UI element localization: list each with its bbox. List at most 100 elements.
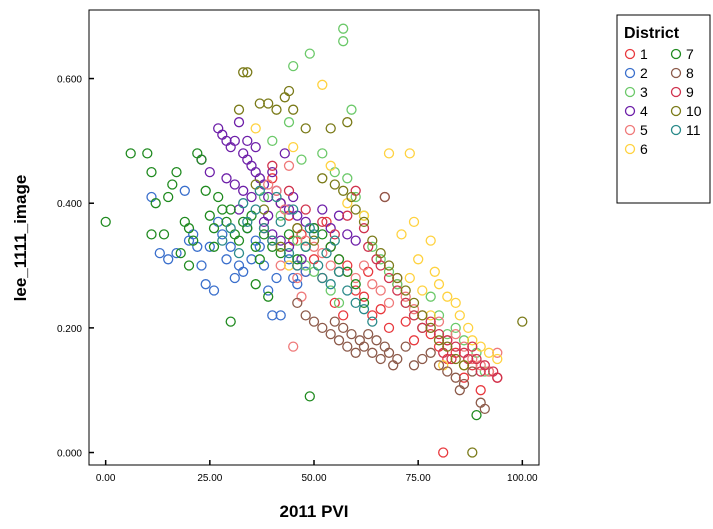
data-point: [317, 148, 328, 159]
data-point: [279, 148, 290, 159]
data-point: [325, 260, 336, 271]
data-point: [338, 185, 349, 196]
data-point: [442, 291, 453, 302]
data-point: [204, 166, 215, 178]
y-tick-label: 0.400: [57, 199, 82, 210]
data-point: [438, 447, 449, 458]
data-point: [267, 166, 278, 178]
data-point: [317, 322, 328, 334]
data-point: [433, 279, 445, 290]
data-point: [417, 310, 428, 321]
data-point: [233, 104, 245, 115]
x-tick-label: 0.00: [96, 473, 116, 484]
data-point: [146, 229, 157, 240]
data-point: [313, 260, 324, 271]
data-point: [442, 335, 453, 346]
data-point: [342, 260, 353, 271]
data-point: [233, 235, 245, 246]
data-point: [317, 272, 328, 284]
data-point: [250, 279, 261, 290]
legend-marker: [624, 124, 636, 136]
data-point: [358, 291, 370, 302]
data-point: [292, 297, 303, 309]
data-point: [375, 285, 386, 296]
data-point: [408, 310, 420, 321]
data-point: [442, 366, 453, 377]
data-point: [296, 154, 307, 165]
legend-label: 11: [686, 122, 701, 138]
data-point: [371, 335, 382, 346]
data-point: [325, 123, 336, 134]
data-point: [417, 285, 428, 296]
data-point: [238, 185, 249, 196]
data-point: [479, 360, 490, 371]
data-point: [383, 347, 395, 358]
data-point: [238, 67, 249, 78]
data-point: [304, 391, 315, 402]
data-point: [425, 347, 436, 358]
data-point: [250, 141, 261, 153]
data-point: [288, 204, 299, 215]
data-point: [375, 353, 386, 365]
data-point: [167, 179, 178, 190]
data-point: [358, 304, 370, 315]
data-point: [242, 67, 253, 78]
data-point: [346, 191, 357, 203]
data-point: [450, 353, 461, 365]
data-point: [213, 191, 224, 203]
data-point: [471, 409, 482, 421]
data-point: [325, 285, 336, 296]
data-point: [333, 254, 345, 265]
data-point: [271, 272, 282, 284]
data-point: [450, 322, 461, 334]
data-point: [267, 160, 278, 171]
data-point: [458, 335, 470, 346]
data-point: [142, 148, 153, 159]
data-point: [217, 229, 228, 240]
data-point: [342, 210, 353, 221]
data-point: [175, 247, 186, 259]
data-point: [333, 335, 345, 346]
data-point: [275, 260, 286, 271]
data-point: [342, 341, 353, 352]
data-point: [292, 279, 303, 290]
data-point: [346, 104, 357, 115]
data-point: [450, 372, 461, 383]
data-point: [308, 241, 320, 252]
data-point: [271, 104, 282, 115]
data-point: [471, 353, 482, 365]
data-point: [329, 316, 340, 327]
data-point: [408, 335, 420, 346]
data-point: [333, 266, 345, 277]
data-points: [100, 23, 528, 458]
legend-marker: [670, 48, 682, 60]
data-point: [292, 223, 303, 234]
data-point: [208, 285, 220, 296]
data-point: [379, 191, 390, 203]
data-point: [317, 247, 328, 259]
data-point: [325, 279, 336, 290]
y-tick-label: 0.600: [57, 75, 82, 86]
data-point: [200, 185, 211, 196]
data-point: [233, 247, 245, 259]
data-point: [246, 254, 257, 265]
data-point: [433, 310, 445, 321]
data-point: [317, 216, 328, 228]
data-point: [225, 223, 236, 234]
data-point: [425, 322, 436, 334]
data-point: [171, 247, 182, 259]
data-point: [350, 191, 361, 203]
data-point: [254, 185, 265, 196]
data-point: [317, 229, 328, 240]
legend-label: 8: [686, 65, 694, 81]
data-point: [317, 173, 328, 184]
legend-box: [616, 14, 711, 204]
data-point: [467, 335, 478, 346]
data-point: [383, 148, 395, 159]
data-point: [475, 385, 486, 396]
data-point: [208, 241, 220, 252]
data-point: [150, 198, 161, 209]
data-point: [283, 254, 295, 265]
data-point: [425, 291, 436, 302]
